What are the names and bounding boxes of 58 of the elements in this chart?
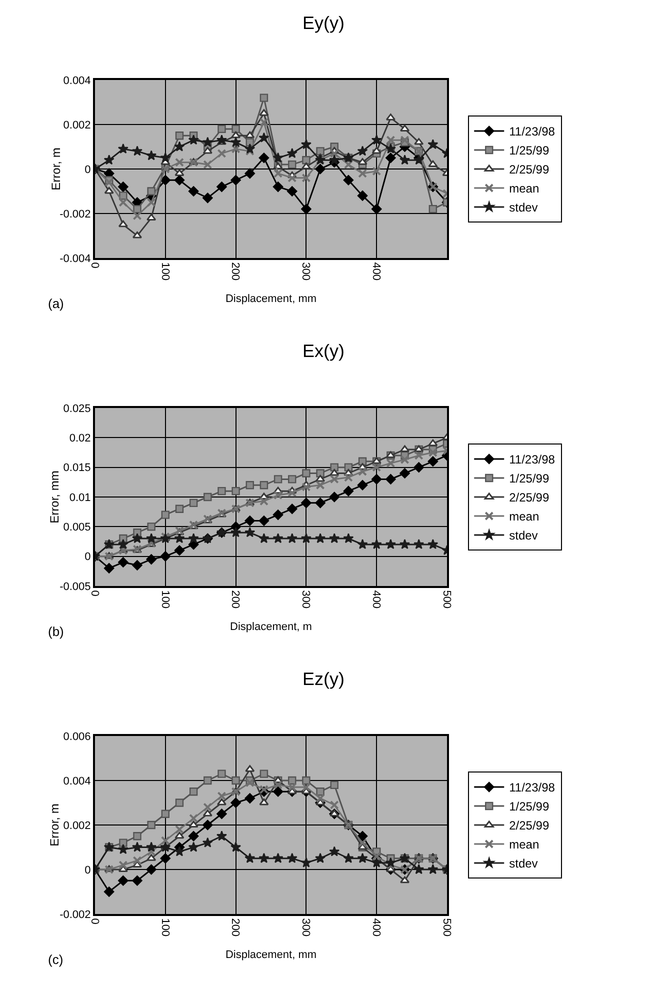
y-tick-label: 0.002 [63,119,91,132]
legend-label: 2/25/99 [509,490,550,505]
x-tick-label: 100 [158,918,171,937]
y-axis-title: Error, mm [47,470,62,524]
chart-title: Ex(y) [302,341,344,361]
text: (b) [48,624,64,639]
y-tick-label: 0.015 [63,462,91,474]
legend-label: 11/23/98 [509,124,556,139]
x-axis-title: Displacement, mm [225,293,317,305]
y-tick-label: 0.005 [63,522,91,534]
legend-label: 11/23/98 [509,452,556,467]
x-tick-label: 300 [300,918,312,937]
legend-label: stdev [509,528,538,543]
legend-label: 1/25/99 [509,800,550,814]
legend-label: 1/25/99 [509,472,550,486]
y-tick-label: 0.02 [69,432,91,445]
y-tick-label: 0 [84,164,91,176]
legend-label: mean [509,838,540,852]
x-tick-label: 300 [300,262,312,281]
legend-label: 11/23/98 [509,780,556,795]
legend-label: mean [509,182,540,196]
y-tick-label: 0.01 [69,492,91,504]
x-tick-label: 500 [440,590,452,609]
x-tick-label: 500 [440,918,452,937]
x-tick-label: 200 [229,918,242,937]
y-tick-label: 0.006 [63,730,91,743]
x-tick-label: 400 [370,918,382,937]
legend-label: 2/25/99 [509,162,550,177]
text: (c) [48,952,64,967]
y-tick-label: -0.002 [60,208,91,220]
x-tick-label: 200 [229,590,242,609]
legend-label: stdev [509,200,538,215]
legend-label: stdev [509,856,538,871]
y-tick-label: 0 [84,551,91,564]
x-axis-title: Displacement, m [230,621,312,633]
x-tick-label: 400 [370,262,382,281]
x-tick-label: 400 [370,590,382,609]
x-tick-label: 300 [300,590,312,609]
x-tick-label: 200 [229,262,242,281]
y-tick-label: -0.005 [60,580,91,593]
y-tick-label: 0.004 [63,74,91,87]
chart-title: Ez(y) [302,669,344,689]
legend-label: 2/25/99 [509,818,550,833]
y-tick-label: 0.025 [63,402,91,415]
legend-label: mean [509,510,540,524]
y-axis-title: Error, m [49,148,63,190]
y-tick-label: 0.002 [63,820,91,832]
legend-label: 1/25/99 [509,144,550,158]
y-tick-label: 0.004 [63,775,91,788]
chart-title: Ey(y) [302,13,344,33]
y-tick-label: 0 [84,864,91,876]
x-axis-title: Displacement, mm [225,949,317,961]
y-tick-label: -0.004 [60,252,91,265]
x-tick-label: 100 [158,590,171,609]
y-axis-title: Error, m [47,804,62,846]
text: (a) [48,296,64,311]
x-tick-label: 100 [158,262,171,281]
y-tick-label: -0.002 [60,908,91,921]
